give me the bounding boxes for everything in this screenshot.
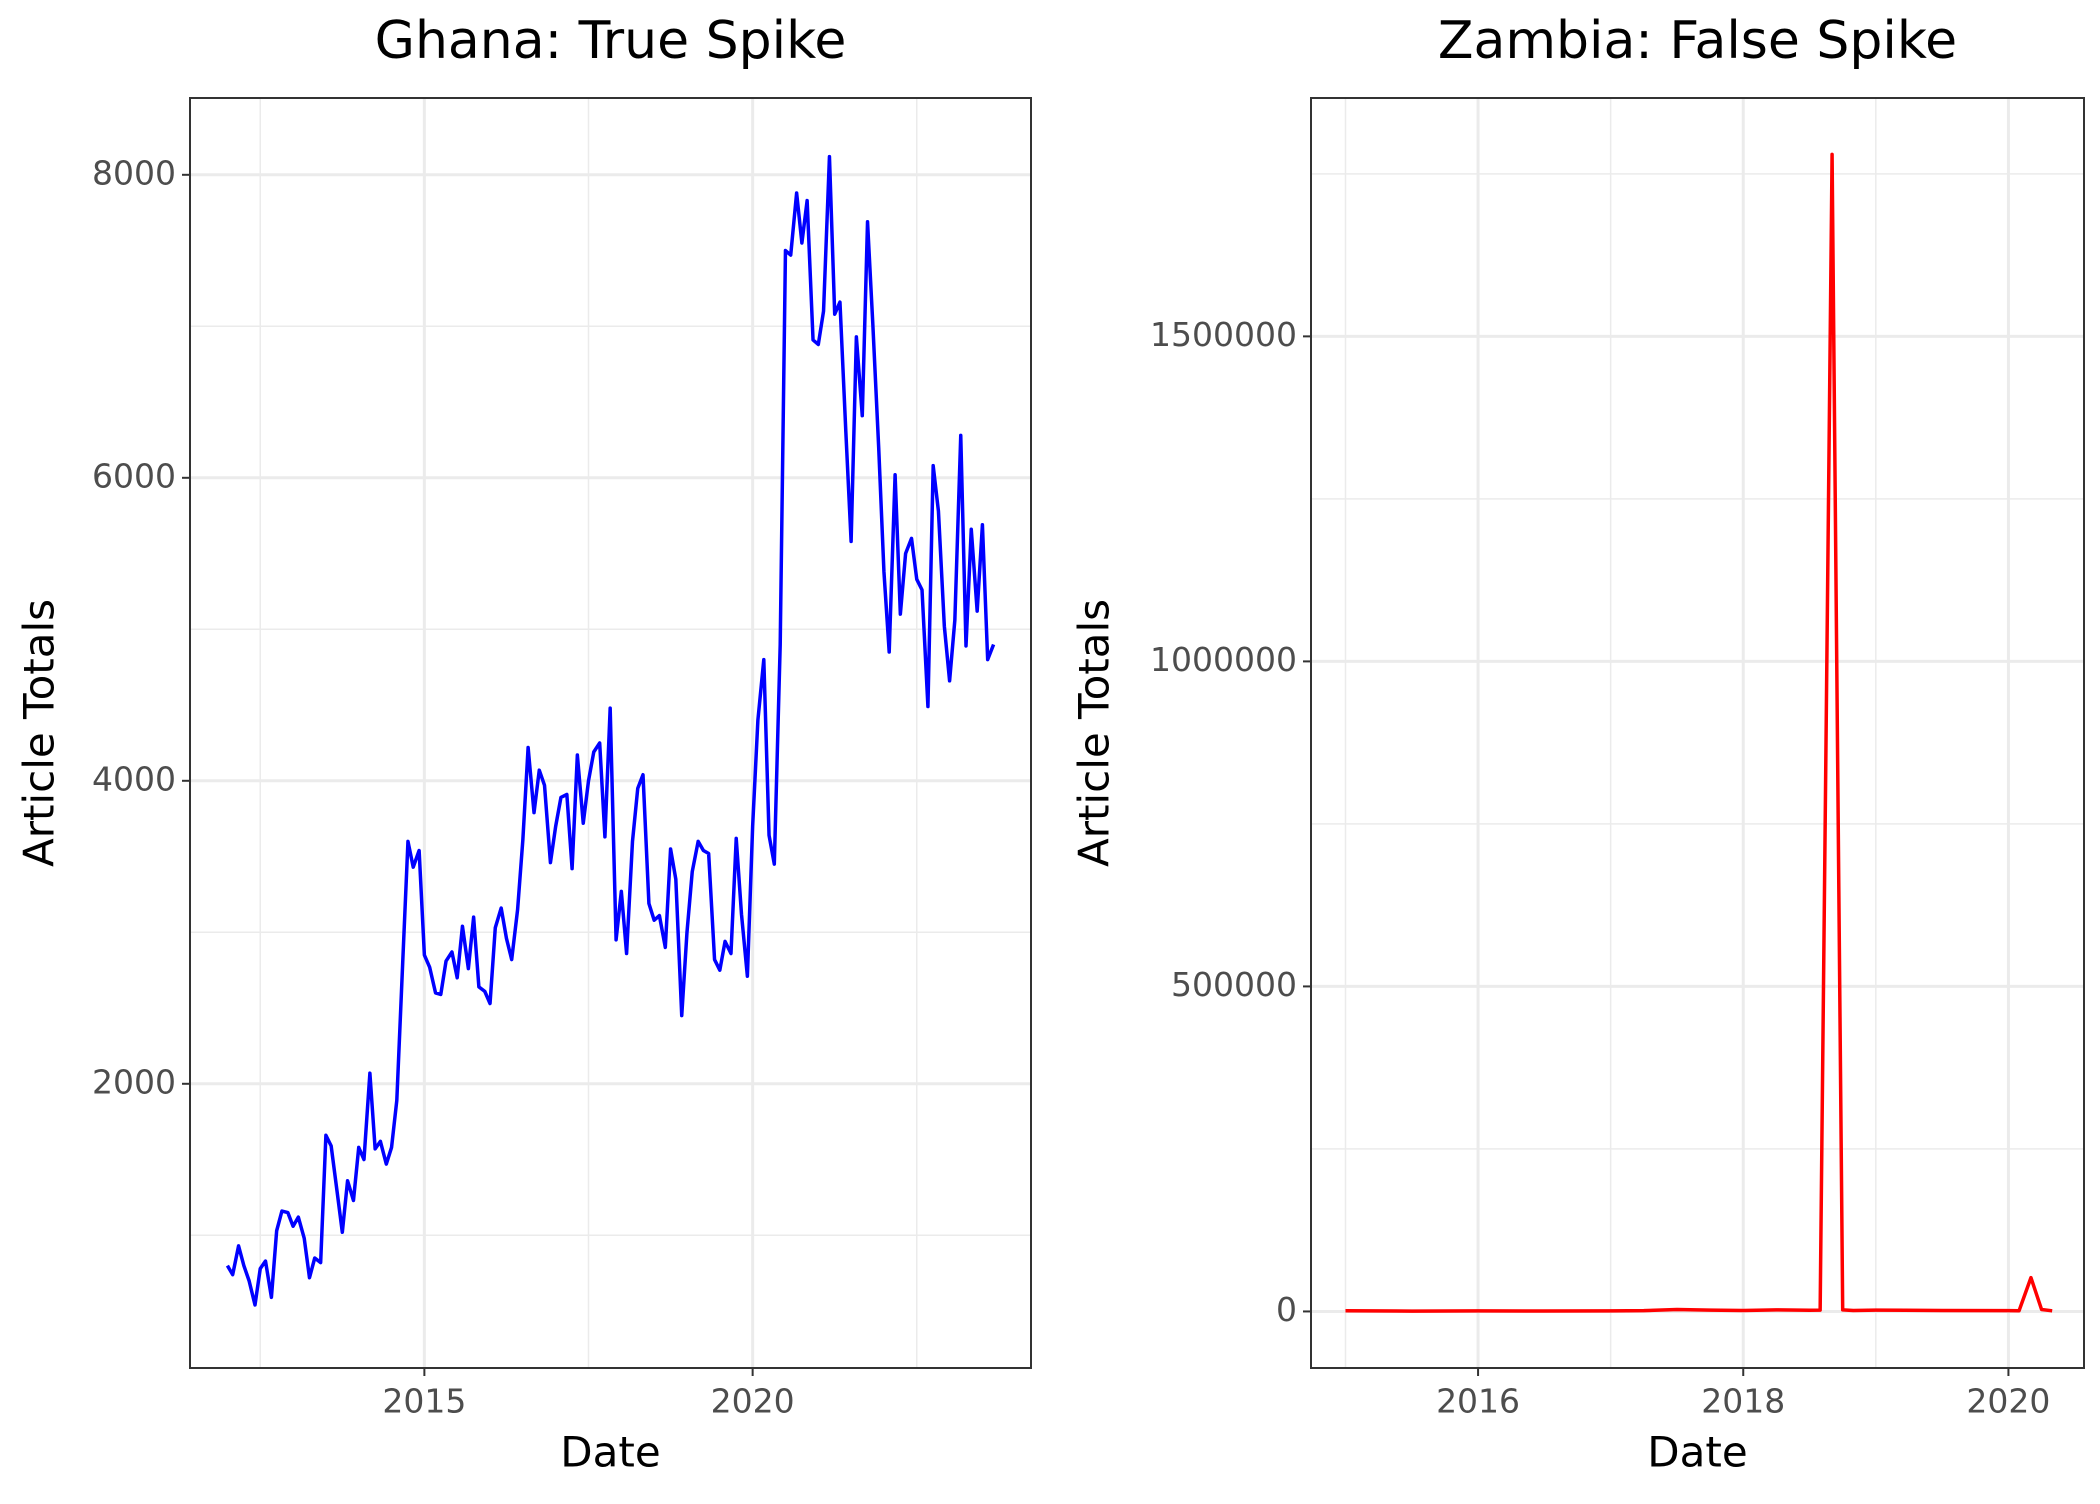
y-tick-label: 500000 [1171, 965, 1297, 1004]
chart-title: Zambia: False Spike [1438, 11, 1957, 71]
data-line [1345, 152, 2053, 1313]
x-tick-label: 2015 [382, 1382, 466, 1421]
panel-border [1310, 97, 2085, 1369]
y-tick-label: 4000 [92, 759, 176, 798]
x-axis-title: Date [1647, 1428, 1747, 1477]
data-line [225, 154, 996, 1307]
y-tick-label: 6000 [92, 456, 176, 495]
y-axis-title: Article Totals [1070, 599, 1119, 867]
chart-title: Ghana: True Spike [375, 11, 847, 71]
x-tick-label: 2016 [1436, 1382, 1520, 1421]
x-tick-label: 2020 [1966, 1382, 2050, 1421]
x-axis-title: Date [560, 1428, 660, 1477]
x-tick-label: 2020 [711, 1382, 795, 1421]
panel-border [189, 97, 1032, 1369]
y-tick-label: 2000 [92, 1062, 176, 1101]
x-tick-label: 2018 [1701, 1382, 1785, 1421]
y-axis-title: Article Totals [15, 599, 64, 867]
y-tick-label: 8000 [92, 153, 176, 192]
y-tick-label: 0 [1276, 1290, 1297, 1329]
y-tick-label: 1500000 [1150, 315, 1297, 354]
y-tick-label: 1000000 [1150, 640, 1297, 679]
